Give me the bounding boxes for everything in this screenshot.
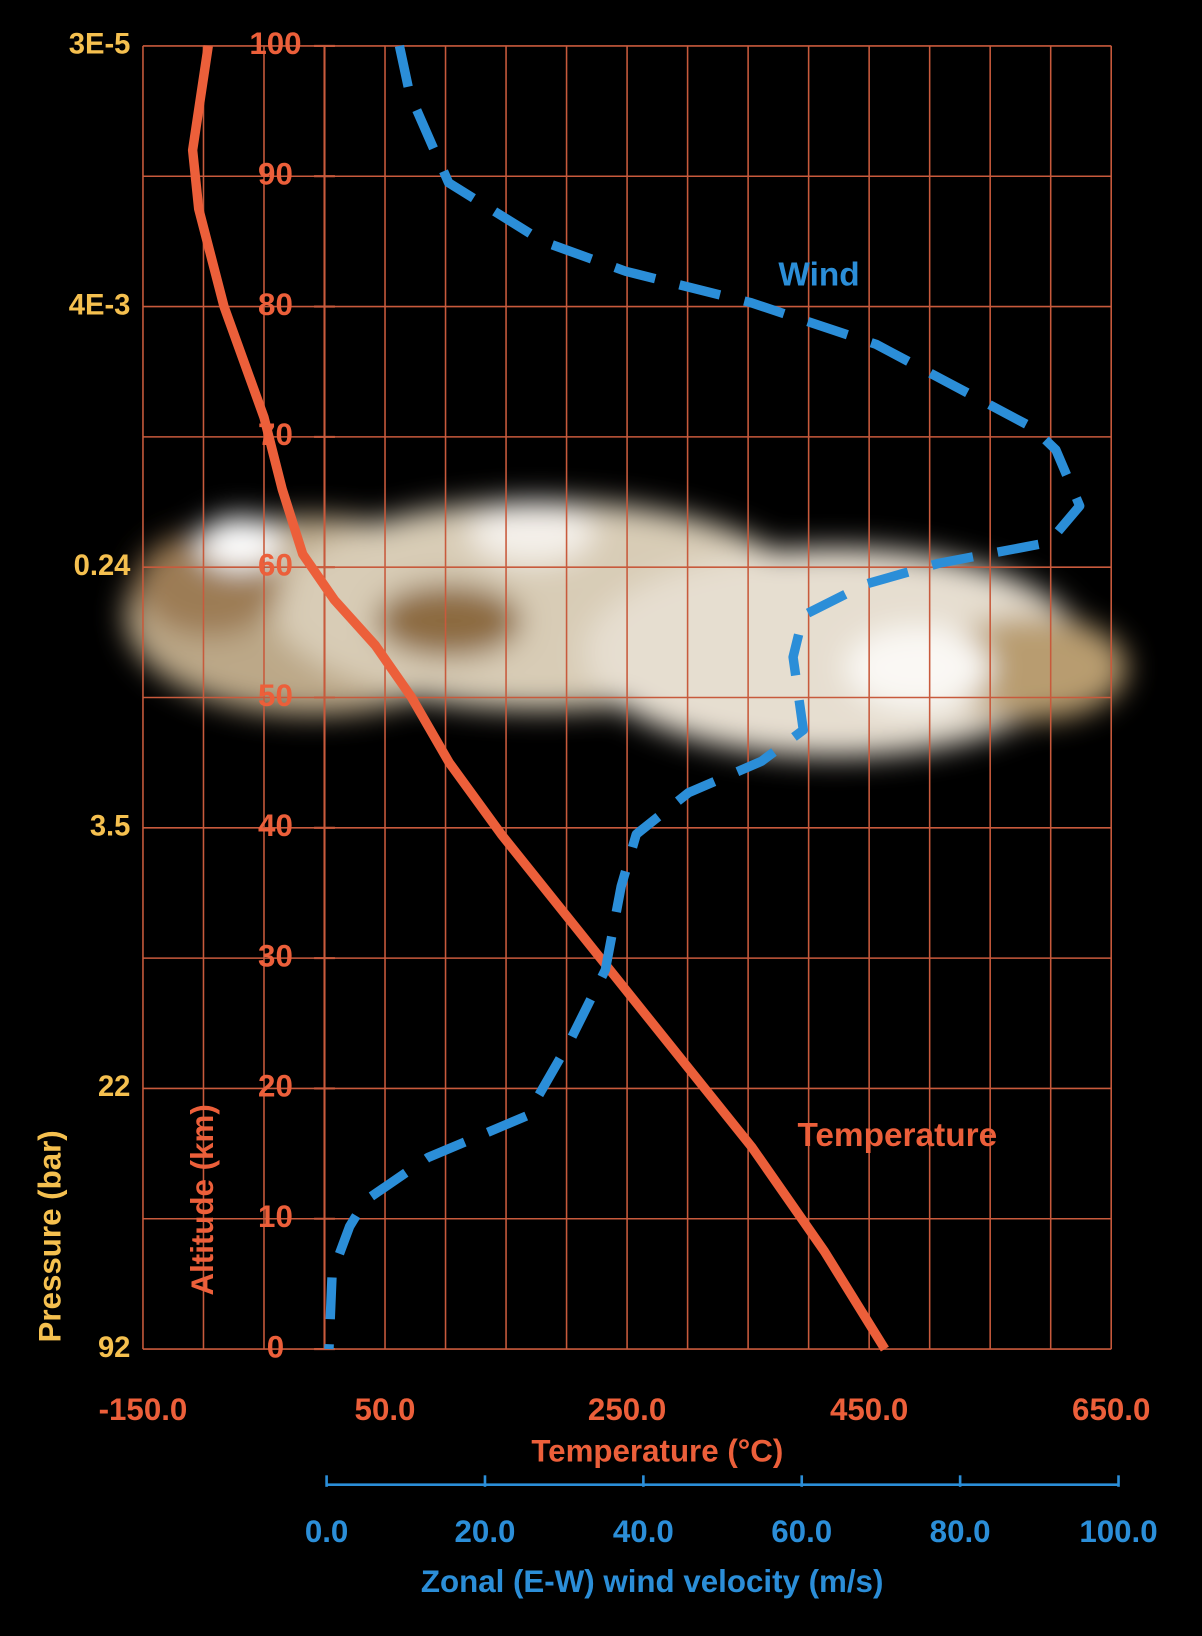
y2-axis-title: Pressure (bar)	[32, 1130, 67, 1342]
y2-tick-label: 22	[98, 1071, 130, 1103]
y-tick-label: 60	[258, 547, 293, 582]
y-tick-label: 10	[258, 1199, 293, 1234]
y-tick-label: 80	[258, 287, 293, 322]
y-tick-label: 30	[258, 938, 293, 973]
x-tick-label: 50.0	[355, 1392, 416, 1427]
x2-tick-label: 80.0	[930, 1514, 991, 1549]
y2-tick-label: 0.24	[74, 550, 132, 582]
y2-tick-label: 92	[98, 1332, 130, 1364]
y2-tick-label: 3E-5	[69, 29, 131, 61]
y2-tick-label: 4E-3	[69, 289, 131, 321]
y-tick-label: 0	[267, 1329, 284, 1364]
x2-tick-label: 40.0	[613, 1514, 674, 1549]
x2-tick-label: 0.0	[305, 1514, 349, 1549]
y-tick-label: 90	[258, 156, 293, 191]
series-line	[324, 44, 1085, 1350]
y-tick-label: 100	[249, 26, 301, 61]
x2-tick-label: 20.0	[455, 1514, 516, 1549]
x2-axis-title: Zonal (E-W) wind velocity (m/s)	[421, 1564, 884, 1599]
y2-tick-label: 3.5	[90, 811, 131, 843]
x2-tick-label: 60.0	[771, 1514, 832, 1549]
x-axis-title: Temperature (°C)	[531, 1434, 783, 1469]
series-line	[187, 45, 889, 1352]
cloud-layer	[125, 500, 1127, 757]
series-label: Wind	[778, 256, 859, 293]
x-tick-label: -150.0	[99, 1392, 188, 1427]
x2-tick-label: 100.0	[1079, 1514, 1157, 1549]
y-tick-label: 50	[258, 678, 293, 713]
series-label: Temperature	[797, 1117, 997, 1154]
y-axis-title: Altitude (km)	[185, 1104, 220, 1295]
y-tick-label: 40	[258, 808, 293, 843]
plot-area: 01020304050607080901003E-54E-30.243.5229…	[69, 26, 1158, 1549]
y-tick-label: 20	[258, 1069, 293, 1104]
x-tick-label: 450.0	[830, 1392, 908, 1427]
x-tick-label: 250.0	[588, 1392, 666, 1427]
x-tick-label: 650.0	[1072, 1392, 1150, 1427]
